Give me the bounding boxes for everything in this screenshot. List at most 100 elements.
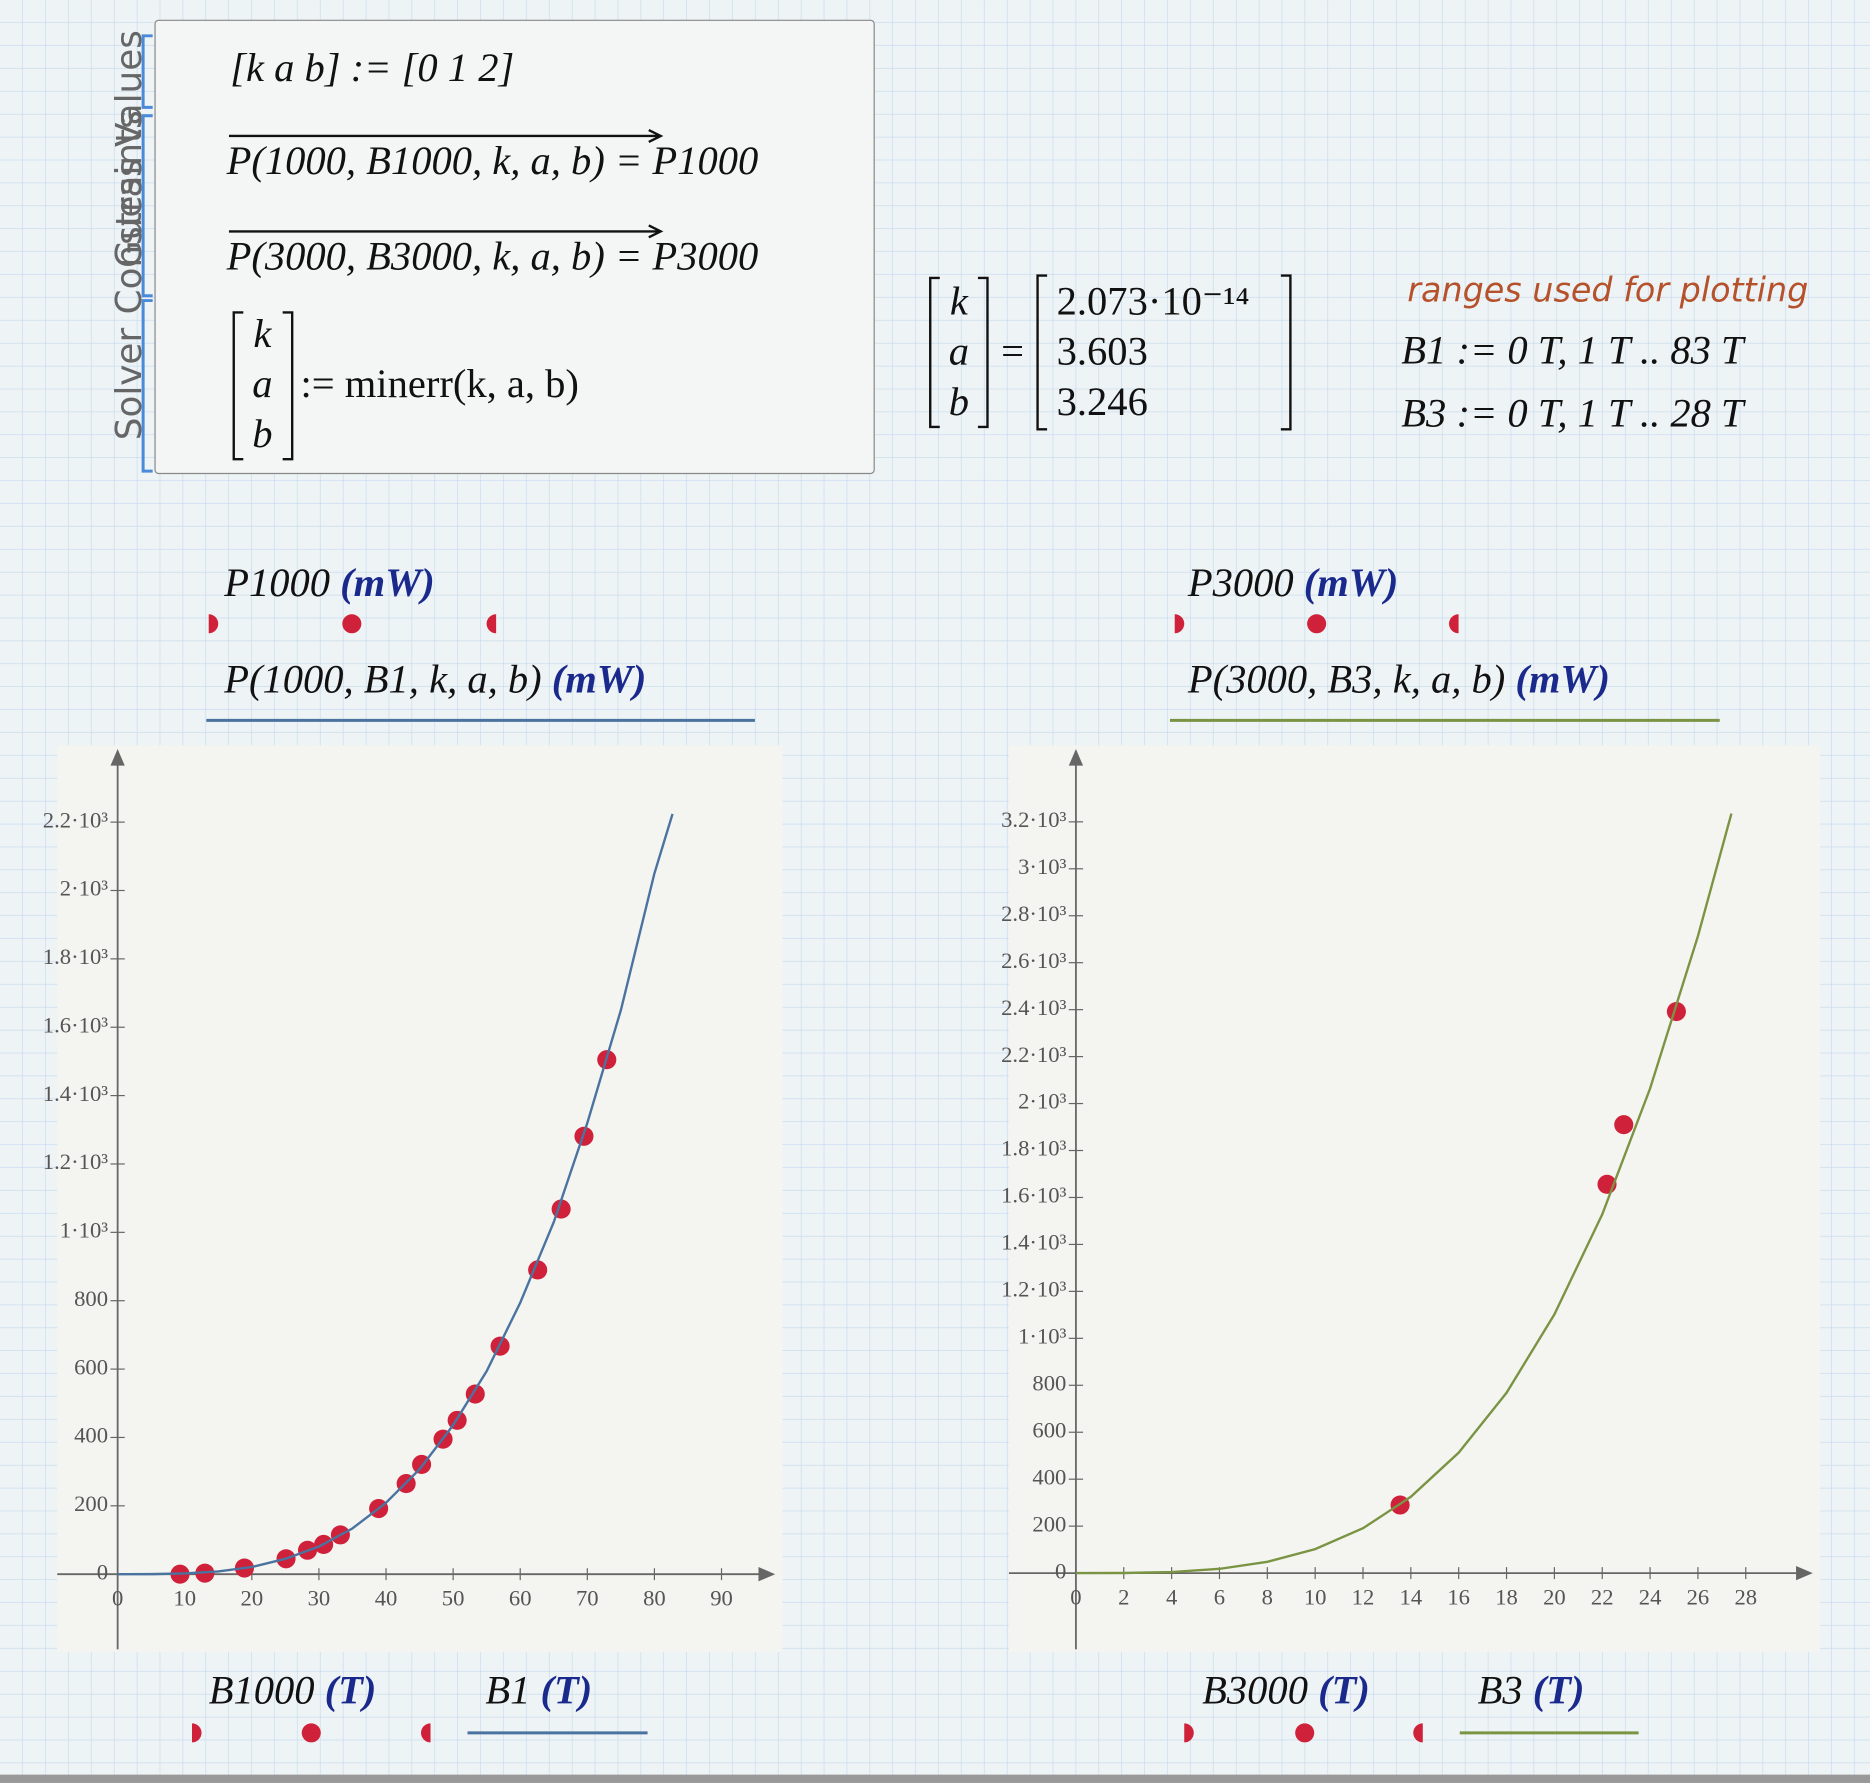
legend-marker	[1307, 614, 1327, 634]
y-tick-label: 1·10³	[60, 1218, 109, 1243]
legend-label: P(1000, B1, k, a, b) (mW)	[223, 657, 646, 702]
result-name: k	[950, 279, 969, 324]
region-label: Constraints	[109, 110, 150, 314]
y-tick-label: 1.2·10³	[43, 1149, 108, 1174]
legend-marker	[1295, 1723, 1315, 1743]
legend-unit: (mW)	[340, 560, 435, 605]
y-tick-label: 2·10³	[1018, 1089, 1067, 1114]
y-tick-label: 3.2·10³	[1001, 807, 1066, 832]
y-tick-label: 2.4·10³	[1001, 995, 1066, 1020]
legend-name: P(3000, B3, k, a, b)	[1187, 657, 1505, 702]
legend-name: B3	[1478, 1668, 1523, 1713]
result-value: 3.246	[1057, 379, 1148, 424]
equals: =	[1001, 329, 1024, 374]
x-tick-label: 4	[1166, 1585, 1177, 1610]
x-tick-label: 20	[241, 1586, 264, 1611]
x-tick-label: 40	[375, 1586, 398, 1611]
fit-curve	[117, 813, 674, 1576]
data-point	[1614, 1115, 1634, 1135]
x-tick-label: 0	[112, 1586, 123, 1611]
y-tick-label: 1.6·10³	[1001, 1183, 1066, 1208]
x-axis-arrow	[1796, 1565, 1813, 1581]
legend-marker	[486, 614, 497, 634]
x-axis-arrow	[758, 1567, 776, 1582]
y-tick-label: 2.6·10³	[1001, 948, 1066, 973]
legend-unit: (T)	[1318, 1668, 1370, 1713]
y-tick-label: 0	[97, 1559, 108, 1584]
y-tick-label: 1.4·10³	[1001, 1230, 1066, 1255]
y-tick-label: 200	[1032, 1511, 1066, 1536]
legend-name: B1000	[209, 1668, 315, 1713]
legend-marker	[192, 1723, 202, 1743]
legend-name: P1000	[223, 560, 330, 605]
range-def: B3 := 0 T, 1 T .. 28 T	[1401, 391, 1746, 436]
plot-area	[1008, 745, 1820, 1652]
constraint: P(3000, B3000, k, a, b) = P3000	[226, 233, 759, 278]
y-tick-label: 600	[74, 1354, 108, 1379]
legend-unit: (mW)	[1515, 657, 1610, 702]
region-brackets	[141, 34, 153, 473]
solver-var: a	[252, 361, 272, 406]
x-tick-label: 6	[1214, 1585, 1225, 1610]
x-tick-label: 10	[173, 1586, 196, 1611]
x-tick-label: 50	[442, 1586, 465, 1611]
legend-marker	[1449, 614, 1459, 634]
legend-unit: (T)	[541, 1668, 593, 1713]
plot-area	[57, 745, 783, 1652]
legend-marker	[342, 614, 362, 634]
region-label: Solver	[109, 328, 150, 441]
result-value: 3.603	[1057, 329, 1148, 374]
guess-values: [k a b] := [0 1 2]	[230, 45, 514, 90]
x-tick-label: 22	[1591, 1585, 1614, 1610]
legend-marker	[420, 1723, 431, 1743]
legend-unit: (T)	[325, 1668, 377, 1713]
y-tick-label: 1·10³	[1018, 1324, 1067, 1349]
legend-label: B3 (T)	[1478, 1668, 1585, 1713]
y-tick-label: 400	[74, 1423, 108, 1448]
legend-marker	[1184, 1723, 1194, 1743]
x-tick-label: 2	[1118, 1585, 1129, 1610]
legend-marker	[1413, 1723, 1423, 1743]
legend-marker	[208, 614, 219, 634]
x-tick-label: 26	[1687, 1585, 1710, 1610]
legend-name: B1	[485, 1668, 530, 1713]
legend-marker	[1174, 614, 1185, 634]
y-tick-label: 2.2·10³	[1001, 1042, 1066, 1067]
range-def: B1 := 0 T, 1 T .. 83 T	[1401, 328, 1746, 373]
note: ranges used for plotting	[1407, 271, 1808, 310]
y-tick-label: 1.6·10³	[43, 1012, 108, 1037]
y-tick-label: 1.4·10³	[43, 1081, 108, 1106]
y-tick-label: 800	[1032, 1370, 1066, 1395]
vectorize-arrows	[228, 128, 664, 239]
y-tick-label: 1.2·10³	[1001, 1277, 1066, 1302]
legend-label: B1000 (T)	[209, 1668, 377, 1713]
constraint: P(1000, B1000, k, a, b) = P1000	[226, 138, 759, 183]
x-tick-label: 60	[509, 1586, 532, 1611]
y-tick-label: 1.8·10³	[43, 944, 108, 969]
x-tick-label: 0	[1070, 1585, 1081, 1610]
x-tick-label: 14	[1400, 1585, 1423, 1610]
y-tick-label: 2·10³	[60, 876, 109, 901]
solve-block	[154, 19, 875, 475]
x-tick-label: 18	[1495, 1585, 1518, 1610]
bottom-edge	[0, 1774, 1870, 1783]
y-tick-label: 1.8·10³	[1001, 1136, 1066, 1161]
solver-var: k	[253, 311, 272, 356]
legend-label: P(3000, B3, k, a, b) (mW)	[1187, 657, 1610, 702]
x-tick-label: 28	[1734, 1585, 1757, 1610]
x-tick-label: 30	[308, 1586, 331, 1611]
x-tick-label: 12	[1352, 1585, 1375, 1610]
x-tick-label: 80	[643, 1586, 666, 1611]
legend-unit: (mW)	[1304, 560, 1399, 605]
legend-unit: (mW)	[552, 657, 647, 702]
y-tick-label: 2.8·10³	[1001, 901, 1066, 926]
y-tick-label: 400	[1032, 1464, 1066, 1489]
x-tick-label: 20	[1543, 1585, 1566, 1610]
solver-expr: := minerr(k, a, b)	[301, 361, 579, 406]
matrix-brackets	[232, 311, 294, 461]
result-name: b	[949, 379, 969, 424]
solver-var: b	[252, 411, 272, 456]
x-tick-label: 16	[1447, 1585, 1470, 1610]
